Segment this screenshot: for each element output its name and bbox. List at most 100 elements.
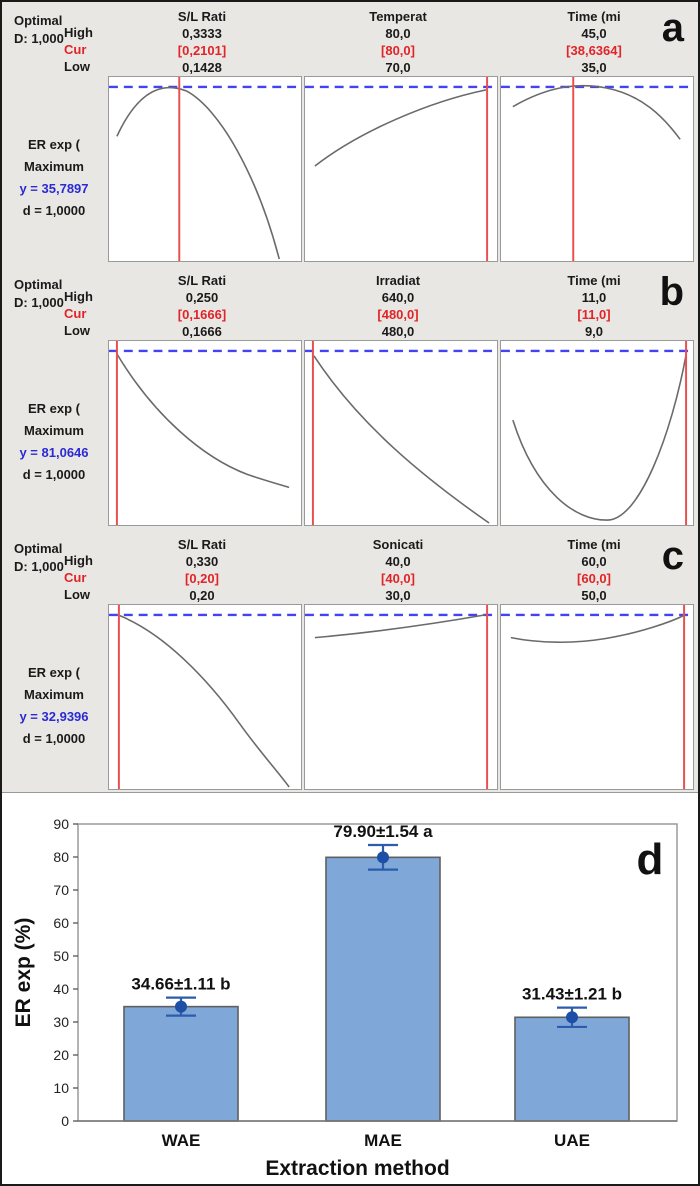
factor-name: Time (mi [567, 537, 621, 552]
factor-effect-plot [108, 340, 302, 526]
y-tick-label: 0 [61, 1113, 69, 1129]
x-category-label: UAE [554, 1131, 590, 1150]
factor-header: Temperat 80,0 [80,0] 70,0 [308, 8, 488, 76]
factor-header: S/L Rati 0,250 [0,1666] 0,1666 [112, 272, 292, 340]
factor-header: Irradiat 640,0 [480,0] 480,0 [308, 272, 488, 340]
response-curve [116, 353, 290, 489]
response-d-value: d = 1,0000 [22, 203, 86, 218]
low-row-label: Low [64, 587, 90, 602]
factor-name: Time (mi [567, 273, 621, 288]
factor-name: S/L Rati [177, 9, 227, 24]
factor-effect-plot [108, 76, 302, 262]
panel-letter-a: a [661, 6, 684, 50]
panel-letter-d: d [637, 835, 664, 884]
factor-low-value: 70,0 [385, 60, 411, 75]
factor-low-value: 480,0 [381, 324, 415, 339]
factor-cur-value: [40,0] [381, 571, 415, 586]
factor-header: Time (mi 60,0 [60,0] 50,0 [504, 536, 684, 604]
mean-dot [566, 1011, 578, 1024]
x-category-label: MAE [364, 1131, 402, 1150]
factor-name: S/L Rati [177, 273, 227, 288]
response-curve [117, 614, 290, 788]
factor-high-value: 0,330 [185, 554, 219, 569]
factor-name: Temperat [369, 9, 427, 24]
optimization-panel-a: Optimal D: 1,000 High Cur Low S/L Rati 0… [2, 2, 698, 266]
response-name: ER exp ( [27, 137, 80, 152]
factor-name: Irradiat [375, 273, 421, 288]
response-goal: Maximum [24, 159, 84, 174]
response-y-value: y = 35,7897 [19, 181, 89, 196]
optimization-panel-c: Optimal D: 1,000 High Cur Low S/L Rati 0… [2, 530, 698, 794]
optimal-label: Optimal [14, 13, 63, 28]
factor-low-value: 9,0 [584, 324, 604, 339]
factor-header: Time (mi 11,0 [11,0] 9,0 [504, 272, 684, 340]
factor-high-value: 40,0 [385, 554, 411, 569]
y-tick-label: 40 [53, 981, 69, 997]
y-tick-label: 80 [53, 849, 69, 865]
factor-cur-value: [0,20] [185, 571, 219, 586]
y-tick-label: 50 [53, 948, 69, 964]
response-curve [510, 614, 686, 644]
factor-high-value: 0,250 [185, 290, 219, 305]
x-axis-title: Extraction method [265, 1157, 449, 1180]
factor-low-value: 35,0 [581, 60, 607, 75]
y-tick-label: 10 [53, 1080, 69, 1096]
response-d-value: d = 1,0000 [22, 467, 86, 482]
composite-desirability-label: D: 1,000 [14, 31, 64, 46]
factor-header: Sonicati 40,0 [40,0] 30,0 [308, 536, 488, 604]
response-curve [314, 89, 487, 167]
y-tick-label: 20 [53, 1047, 69, 1063]
bar-chart: 0 10 20 30 40 50 60 70 80 90 34.66±1.11 b WAE 79.90±… [12, 816, 678, 1180]
factor-cur-value: [0,1666] [177, 307, 227, 322]
factor-effect-plot [304, 76, 498, 262]
bar [514, 1016, 630, 1122]
factor-cur-value: [60,0] [577, 571, 611, 586]
low-row-label: Low [64, 59, 90, 74]
factor-low-value: 30,0 [385, 588, 411, 603]
response-curve [512, 354, 687, 521]
cur-row-label: Cur [64, 42, 87, 57]
low-row-label: Low [64, 323, 90, 338]
composite-desirability-label: D: 1,000 [14, 559, 64, 574]
factor-cur-value: [38,6364] [566, 43, 622, 58]
bar-value-label: 34.66±1.11 b [131, 975, 230, 994]
optimal-label: Optimal [14, 541, 63, 556]
factor-cur-value: [0,2101] [177, 43, 227, 58]
response-name: ER exp ( [27, 401, 80, 416]
factor-header: S/L Rati 0,3333 [0,2101] 0,1428 [112, 8, 292, 76]
factor-name: Sonicati [372, 537, 424, 552]
high-row-label: High [64, 289, 93, 304]
response-curve [314, 614, 486, 639]
optimization-panel-b: Optimal D: 1,000 High Cur Low S/L Rati 0… [2, 266, 698, 530]
factor-high-value: 640,0 [381, 290, 415, 305]
response-y-value: y = 32,9396 [19, 709, 89, 724]
factor-low-value: 0,1666 [182, 324, 222, 339]
response-d-value: d = 1,0000 [22, 731, 86, 746]
factor-name: S/L Rati [177, 537, 227, 552]
composite-desirability-label: D: 1,000 [14, 295, 64, 310]
factor-cur-value: [11,0] [577, 307, 611, 322]
response-curve [512, 84, 681, 140]
response-curve [313, 355, 490, 524]
y-tick-label: 90 [53, 816, 69, 832]
bar [325, 856, 441, 1122]
high-row-label: High [64, 25, 93, 40]
bar-value-label: 31.43±1.21 b [522, 985, 622, 1004]
response-goal: Maximum [24, 687, 84, 702]
mean-dot [377, 851, 389, 864]
factor-cur-value: [480,0] [377, 307, 419, 322]
bar-chart-panel-d: 0 10 20 30 40 50 60 70 80 90 34.66±1.11 b WAE 79.90±… [2, 794, 698, 1184]
bar [123, 1005, 239, 1122]
mean-dot [175, 1000, 187, 1013]
y-tick-label: 70 [53, 882, 69, 898]
x-category-label: WAE [162, 1131, 201, 1150]
response-curve [116, 86, 280, 260]
panel-letter-b: b [659, 270, 684, 314]
factor-high-value: 45,0 [581, 26, 607, 41]
panel-letter-c: c [661, 534, 684, 578]
factor-header: S/L Rati 0,330 [0,20] 0,20 [112, 536, 292, 604]
factor-high-value: 60,0 [581, 554, 607, 569]
high-row-label: High [64, 553, 93, 568]
y-tick-label: 30 [53, 1014, 69, 1030]
